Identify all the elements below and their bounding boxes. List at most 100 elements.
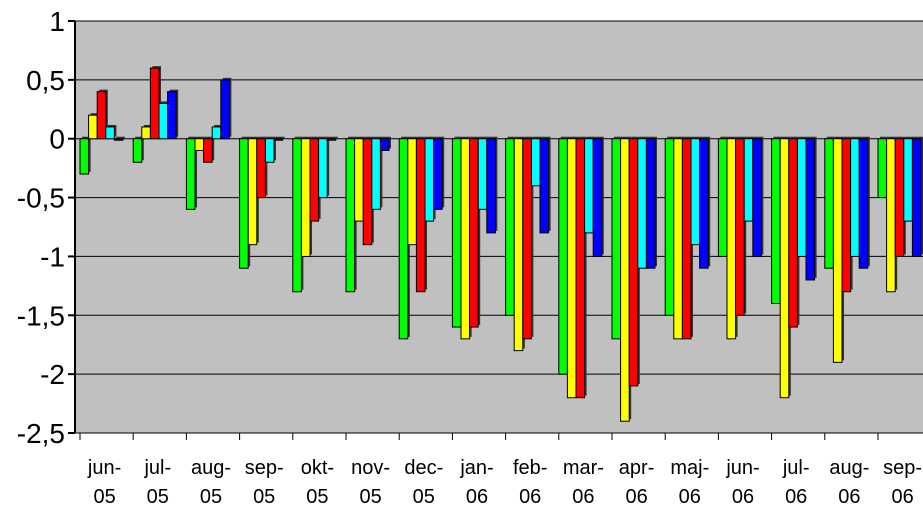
bar-shadow [329,136,338,139]
bar [433,138,443,210]
bar [645,138,656,269]
bar [592,138,603,257]
bar [424,138,435,222]
y-tick-label: -2 [40,359,65,390]
x-tick-label: 06 [838,486,860,508]
bar [309,138,320,222]
x-tick-label: 06 [572,486,594,508]
bar [79,138,90,175]
x-tick-label: aug- [829,457,869,479]
bar [539,138,550,234]
x-tick-label: sep- [245,457,284,479]
bar [247,138,258,246]
bar [858,138,869,269]
y-tick-label: -0,5 [17,183,65,214]
bar [726,138,737,340]
x-tick-label: 05 [413,486,435,508]
bar [220,79,230,140]
x-tick-label: jul- [143,457,171,479]
bar [194,138,205,151]
bar [690,138,701,246]
x-tick-label: 05 [200,486,222,508]
x-tick-label: jan- [459,457,493,479]
bar [805,138,816,281]
bar [318,138,328,199]
bar [371,138,381,210]
bar [486,138,496,234]
bar [832,138,843,363]
bar [522,138,532,340]
bar [469,138,479,328]
x-tick-label: 06 [785,486,807,508]
bar [824,138,834,269]
bar [788,138,798,328]
bars [79,66,923,422]
bar [796,138,807,257]
bar [513,138,524,352]
bar [211,126,222,140]
x-tick-label: 06 [466,486,488,508]
bar [460,138,471,340]
x-tick-label: maj- [670,457,709,479]
bar [911,138,922,257]
x-tick-label: jun- [725,457,759,479]
bar [239,138,249,269]
axes [68,20,923,440]
bar [132,138,143,163]
bar [264,138,275,163]
x-tick-label: 05 [306,486,328,508]
bar [850,138,860,257]
bar [300,138,311,257]
x-tick-label: mar- [563,457,604,479]
x-tick-label: 06 [891,486,913,508]
bar [699,138,709,269]
bar [88,114,98,140]
bar [167,91,177,140]
x-tick-label: jul- [782,457,810,479]
bar [105,126,115,140]
bar [886,138,896,293]
x-tick-labels: jun- 05 jul- 05 aug- 05 sep- 05 okt- 05 nov- 05 dec-… [87,457,922,508]
bar [477,138,488,210]
x-tick-label: dec- [404,457,443,479]
bar [681,138,692,340]
bar [149,67,160,140]
bar [158,102,169,140]
bar [771,138,781,305]
y-tick-label: 0 [49,124,65,155]
bar [903,138,913,222]
bar [877,138,888,199]
bar [558,138,568,375]
x-tick-label: jun- [87,457,121,479]
y-tick-label: 1 [49,6,65,37]
x-tick-label: 05 [359,486,381,508]
x-tick-label: 06 [519,486,541,508]
bar [185,138,196,210]
bar [292,138,302,293]
bar [779,138,790,399]
bar [141,126,151,140]
x-tick-label: apr- [619,457,655,479]
x-tick-label: 06 [679,486,701,508]
bar [407,138,417,246]
bar [530,138,541,187]
bar [362,138,373,246]
bar [575,138,586,399]
bar [566,138,577,399]
bar [505,138,515,316]
bar [326,138,337,141]
x-tick-label: 06 [732,486,754,508]
bar [628,138,639,387]
y-tick-label: -2,5 [17,418,65,449]
bar [673,138,683,340]
y-tick-labels: 1 0,5 0 -0,5 -1 -1,5 -2 -2,5 [17,6,65,449]
x-tick-label: 06 [625,486,647,508]
x-tick-label: 05 [93,486,115,508]
y-tick-label: -1,5 [17,300,65,331]
bar [203,138,213,163]
bar [894,138,905,257]
x-tick-label: aug- [191,457,231,479]
bar [415,138,426,293]
bar [735,138,745,316]
